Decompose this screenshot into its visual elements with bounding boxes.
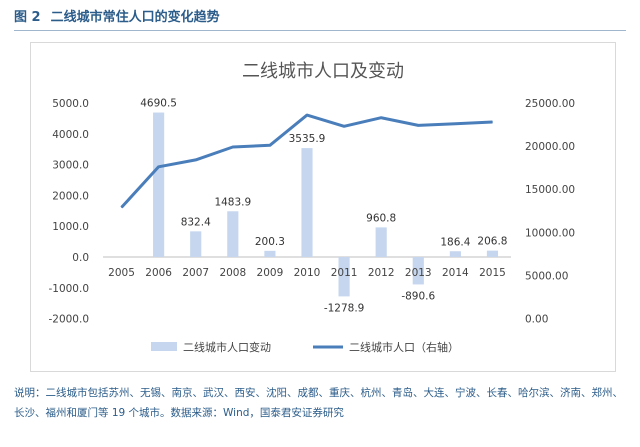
legend-line-label: 二线城市人口（右轴） xyxy=(349,340,459,354)
y-left-tick-label: -2000.0 xyxy=(48,314,89,326)
line-point-2011 xyxy=(343,125,345,127)
x-tick-label: 2011 xyxy=(331,267,358,279)
y-right-tick-label: 10000.00 xyxy=(525,227,575,239)
y-left-tick-label: 5000.0 xyxy=(52,98,89,110)
x-tick-label: 2012 xyxy=(368,267,395,279)
population-chart: 二线城市人口及变动 5000.0 4000.0 3000.0 2000.0 1000.0 0… xyxy=(48,61,575,354)
bar-2013 xyxy=(412,257,424,285)
bar-2012 xyxy=(375,227,387,257)
bar-data-label: -1278.9 xyxy=(324,302,365,314)
line-point-2014 xyxy=(454,123,456,125)
y-left-tick-label: 3000.0 xyxy=(52,160,89,172)
bar-data-label: 206.8 xyxy=(477,236,507,248)
y-right-tick-label: 0.00 xyxy=(525,314,548,326)
line-point-2010 xyxy=(306,114,308,116)
x-tick-label: 2006 xyxy=(145,267,172,279)
figure-caption-text: 二线城市常住人口的变化趋势 xyxy=(50,10,220,25)
bar-data-label: 4690.5 xyxy=(140,98,177,110)
bar-data-label: 200.3 xyxy=(255,236,285,248)
y-left-tick-label: 2000.0 xyxy=(52,190,89,202)
source-note: 说明：二线城市包括苏州、无锡、南京、武汉、西安、沈阳、成都、重庆、杭州、青岛、大… xyxy=(14,387,623,419)
bar-data-label: 186.4 xyxy=(440,236,470,248)
line-point-2015 xyxy=(491,121,493,123)
bar-2007 xyxy=(190,231,202,257)
y-right-tick-label: 15000.00 xyxy=(525,184,575,196)
bar-data-label: 1483.9 xyxy=(214,196,251,208)
x-tick-label: 2008 xyxy=(219,267,246,279)
y-left-tick-label: 4000.0 xyxy=(52,129,89,141)
y-left-tick-label: -1000.0 xyxy=(48,283,89,295)
line-point-2005 xyxy=(121,206,123,208)
bar-data-label: -890.6 xyxy=(401,290,435,302)
bar-2014 xyxy=(449,251,461,257)
chart-frame: 二线城市人口及变动 5000.0 4000.0 3000.0 2000.0 1000.0 0… xyxy=(30,42,616,372)
bar-2009 xyxy=(264,250,276,257)
x-tick-label: 2005 xyxy=(108,267,135,279)
line-point-2012 xyxy=(380,117,382,119)
bar-2008 xyxy=(227,211,239,257)
bar-data-label: 3535.9 xyxy=(289,133,326,145)
y-right-tick-label: 5000.00 xyxy=(525,270,568,282)
x-tick-label: 2007 xyxy=(182,267,209,279)
bar-data-label: 960.8 xyxy=(366,212,396,224)
y-left-tick-label: 0.0 xyxy=(72,252,89,264)
chart-title: 二线城市人口及变动 xyxy=(242,61,404,82)
line-point-2006 xyxy=(158,166,160,168)
bar-2006 xyxy=(153,112,165,258)
bar-2015 xyxy=(486,250,499,257)
x-tick-label: 2010 xyxy=(294,267,321,279)
bar-2011 xyxy=(338,257,350,297)
x-tick-label: 2013 xyxy=(405,267,432,279)
figure-number: 图 2 xyxy=(14,10,41,25)
y-left-tick-label: 1000.0 xyxy=(52,221,89,233)
y-right-tick-label: 25000.00 xyxy=(525,98,575,110)
line-point-2009 xyxy=(269,144,271,146)
legend-bar-label: 二线城市人口变动 xyxy=(183,340,271,354)
line-point-2007 xyxy=(195,159,197,161)
line-point-2008 xyxy=(232,146,234,148)
y-right-tick-label: 20000.00 xyxy=(525,141,575,153)
bar-data-label: 832.4 xyxy=(181,216,211,228)
x-tick-label: 2009 xyxy=(257,267,284,279)
legend-bar-swatch xyxy=(151,342,177,351)
line-point-2013 xyxy=(417,124,419,126)
x-tick-label: 2014 xyxy=(442,267,469,279)
bar-2010 xyxy=(301,148,313,257)
caption-divider xyxy=(14,30,626,31)
figure-caption: 图 2 二线城市常住人口的变化趋势 xyxy=(14,6,220,25)
x-tick-label: 2015 xyxy=(479,267,506,279)
